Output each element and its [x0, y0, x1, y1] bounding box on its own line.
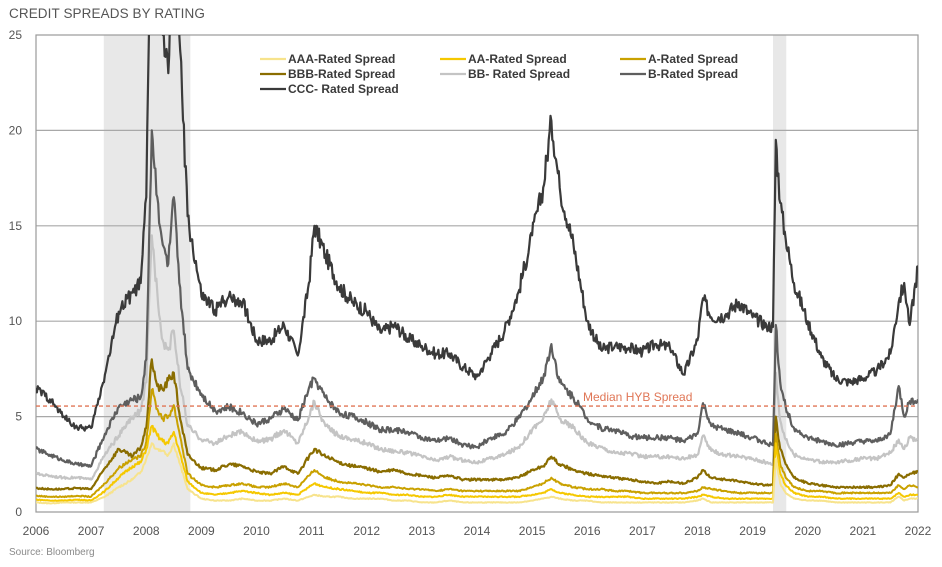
- source-note: Source: Bloomberg: [9, 547, 95, 558]
- x-tick-label: 2009: [188, 524, 215, 538]
- y-tick-label: 25: [9, 28, 23, 42]
- y-tick-label: 15: [9, 219, 23, 233]
- x-axis-ticks: 2006 2007 2008 2009 2010 2011 2012 2013 2014 2015…: [23, 524, 932, 538]
- median-label: Median HYB Spread: [583, 390, 692, 404]
- series-line-bb-rated-spread: [36, 234, 918, 481]
- x-tick-label: 2006: [23, 524, 50, 538]
- x-tick-label: 2007: [78, 524, 105, 538]
- y-tick-label: 20: [9, 123, 23, 137]
- x-tick-label: 2022: [905, 524, 932, 538]
- x-tick-label: 2013: [409, 524, 436, 538]
- legend-label: A-Rated Spread: [648, 52, 738, 66]
- x-tick-label: 2018: [684, 524, 711, 538]
- x-tick-label: 2015: [519, 524, 546, 538]
- series-line-aaa-rated-spread: [36, 442, 918, 505]
- x-tick-label: 2017: [629, 524, 656, 538]
- series-lines: [36, 35, 918, 505]
- x-tick-label: 2011: [299, 524, 325, 538]
- y-tick-label: 0: [15, 505, 22, 519]
- series-line-b-rated-spread: [36, 129, 918, 468]
- x-tick-label: 2008: [133, 524, 160, 538]
- chart-title: CREDIT SPREADS BY RATING: [9, 6, 205, 21]
- x-tick-label: 2014: [464, 524, 491, 538]
- median-annotation: Median HYB Spread: [36, 390, 918, 407]
- plot-frame: [35, 34, 919, 513]
- y-tick-label: 5: [15, 410, 22, 424]
- legend-label: AA-Rated Spread: [468, 52, 567, 66]
- x-tick-label: 2016: [574, 524, 601, 538]
- legend-label: BBB-Rated Spread: [288, 67, 395, 81]
- x-tick-label: 2020: [794, 524, 821, 538]
- series-line-ccc-rated-spread: [36, 35, 918, 432]
- legend: AAA-Rated Spread AA-Rated Spread A-Rated S…: [260, 52, 738, 96]
- x-tick-label: 2010: [243, 524, 270, 538]
- legend-label: CCC- Rated Spread: [288, 82, 399, 96]
- series-line-aa-rated-spread: [36, 424, 918, 502]
- x-tick-label: 2012: [353, 524, 380, 538]
- x-tick-label: 2019: [739, 524, 766, 538]
- y-tick-label: 10: [9, 314, 23, 328]
- x-tick-label: 2021: [850, 524, 877, 538]
- y-axis-ticks: 0 5 10 15 20 25: [9, 28, 23, 519]
- legend-label: AAA-Rated Spread: [288, 52, 395, 66]
- legend-label: B-Rated Spread: [648, 67, 738, 81]
- legend-label: BB- Rated Spread: [468, 67, 570, 81]
- series-line-bbb-rated-spread: [36, 358, 918, 491]
- series-line-a-rated-spread: [36, 387, 918, 499]
